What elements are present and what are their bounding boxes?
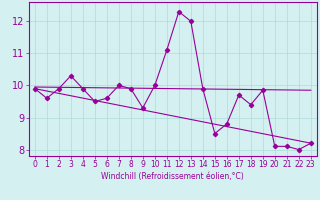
X-axis label: Windchill (Refroidissement éolien,°C): Windchill (Refroidissement éolien,°C): [101, 172, 244, 181]
